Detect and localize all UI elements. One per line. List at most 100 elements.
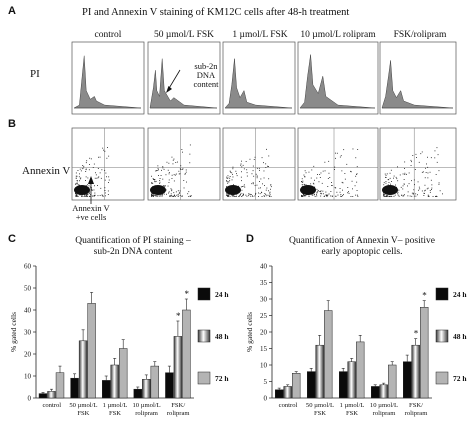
y-tick-label: 10 (260, 362, 268, 370)
bar-72h (420, 307, 429, 399)
bar-48h (142, 379, 151, 399)
chart-c-title: Quantification of PI staining – sub-2n D… (75, 236, 191, 257)
annexin-negative-cluster (74, 185, 90, 195)
category-label: control (279, 402, 298, 409)
bar-24h (102, 380, 111, 399)
pi-histogram-trace (299, 54, 376, 109)
category-label: 50 µmol/L (69, 402, 97, 409)
y-tick-label: 40 (24, 307, 32, 315)
legend-label: 72 h (453, 374, 467, 383)
bar-24h (371, 386, 380, 399)
pi-histogram-trace (149, 58, 218, 109)
category-label: FSK (314, 410, 326, 417)
legend-swatch (435, 329, 449, 343)
annexin-scatter-row (71, 127, 457, 204)
category-label: 1 µmol/L (340, 402, 365, 409)
category-label: rolipram (373, 410, 397, 417)
bar-72h (292, 373, 301, 399)
condition-label-fsk-rolipram: FSK/rolipram (393, 30, 447, 40)
bar-72h (324, 310, 333, 399)
category-label: rolipram (167, 410, 191, 417)
bar-48h (347, 361, 356, 399)
pi-histogram-trace (224, 58, 293, 109)
category-label: FSK (346, 410, 358, 417)
category-label: FSK (109, 410, 121, 417)
bar-24h (165, 372, 174, 399)
y-tick-label: 30 (24, 329, 32, 337)
sub2n-annotation: sub-2n DNA content (193, 61, 219, 89)
annexin-negative-cluster (225, 185, 241, 195)
y-tick-label: 0 (264, 395, 268, 403)
bar-24h (403, 361, 412, 399)
y-tick-label: 30 (260, 296, 268, 304)
y-tick-label: 0 (28, 395, 32, 403)
chart-d-title: Quantification of Annexin V– positive ea… (289, 236, 435, 257)
annexin-positive-annotation: Annexin V +ve cells (72, 203, 110, 222)
y-tick-label: 20 (24, 351, 32, 359)
sub2n-arrowhead (166, 86, 172, 93)
legend-label: 24 h (453, 290, 467, 299)
category-label: rolipram (405, 410, 429, 417)
pi-histogram-row (71, 41, 457, 115)
row-label-annexin: Annexin V (22, 165, 71, 177)
panel-label-c: C (8, 233, 16, 245)
bar-24h (70, 377, 79, 399)
condition-label-fsk50: 50 µmol/L FSK (153, 30, 215, 40)
legend-swatch (197, 329, 211, 343)
bar-24h (38, 393, 48, 399)
panel-label-b: B (8, 118, 16, 130)
pi-histogram-trace (381, 60, 454, 109)
legend-swatch (435, 287, 449, 301)
bar-72h (356, 341, 365, 399)
annexin-negative-cluster (382, 185, 398, 195)
legend-swatch (435, 371, 449, 385)
y-tick-label: 50 (24, 285, 32, 293)
legend-swatch (197, 287, 211, 301)
legend-label: 48 h (453, 332, 467, 341)
y-tick-label: 20 (260, 329, 268, 337)
pi-histogram-trace (73, 55, 142, 109)
legend-swatch (197, 371, 211, 385)
category-label: rolipram (135, 410, 159, 417)
panel-label-d: D (246, 233, 254, 245)
y-tick-label: 40 (260, 263, 268, 271)
y-tick-label: 5 (264, 378, 268, 386)
bar-48h (47, 391, 56, 399)
bar-48h (315, 344, 324, 399)
figure-title: PI and Annexin V staining of KM12C cells… (82, 7, 350, 18)
bar-48h (411, 344, 420, 399)
bar-24h (275, 389, 284, 399)
bar-48h (110, 364, 119, 399)
y-axis-label: % gated cells (9, 312, 18, 352)
y-tick-label: 10 (24, 373, 32, 381)
row-label-pi: PI (30, 68, 40, 80)
condition-label-rolipram: 10 µmol/L rolipram (300, 30, 376, 40)
bar-48h (283, 386, 292, 399)
bar-24h (307, 371, 316, 399)
significance-marker: * (414, 329, 419, 339)
legend-label: 72 h (215, 374, 229, 383)
annexin-negative-cluster (150, 185, 166, 195)
bar-72h (119, 348, 128, 399)
sub2n-arrow-line (167, 69, 181, 91)
category-label: FSK (77, 410, 89, 417)
significance-marker: * (176, 311, 181, 321)
category-label: FSK/ (409, 402, 423, 409)
chart-c: 0 10 20 30 40 50 60 % gated cells control 50 µmol… (9, 263, 229, 418)
condition-label-fsk1: 1 µmol/L FSK (232, 30, 288, 40)
category-label: 10 µmol/L (370, 402, 398, 409)
category-label: 50 µmol/L (306, 402, 334, 409)
bar-72h (182, 309, 191, 399)
y-axis-label: % gated cells (245, 312, 254, 352)
bar-48h (173, 336, 183, 399)
category-label: FSK/ (171, 402, 185, 409)
significance-marker: * (422, 291, 427, 301)
panel-label-a: A (8, 5, 16, 17)
category-label: 1 µmol/L (103, 402, 128, 409)
bar-72h (87, 303, 96, 399)
bar-48h (78, 340, 88, 399)
category-label: control (42, 402, 61, 409)
annexin-negative-cluster (300, 185, 316, 195)
bar-48h (379, 384, 388, 399)
bar-72h (388, 364, 397, 399)
